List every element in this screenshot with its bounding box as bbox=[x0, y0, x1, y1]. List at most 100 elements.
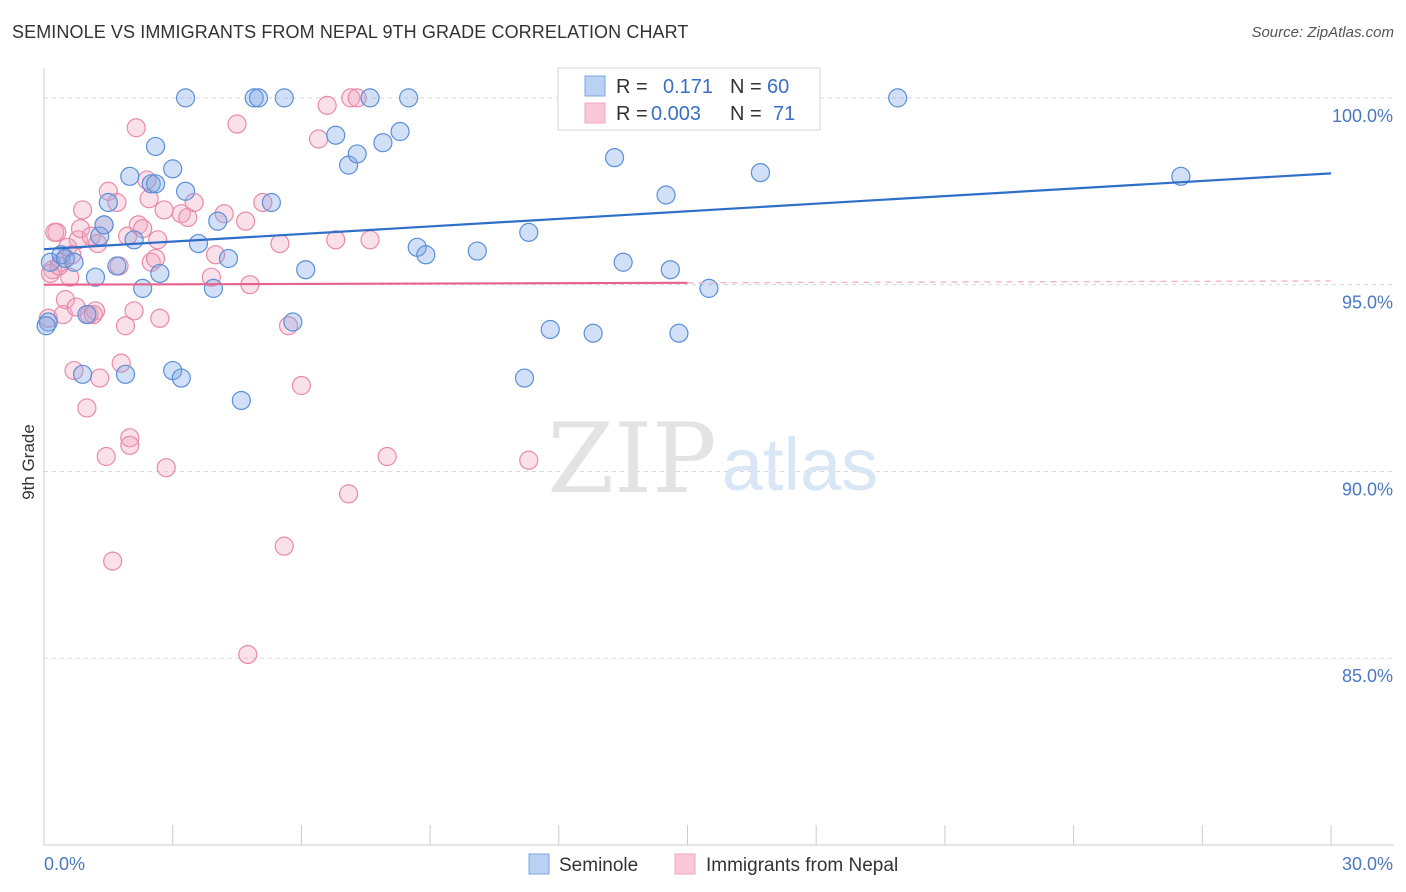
x-tick-labels: 0.0% 30.0% bbox=[44, 854, 1393, 874]
seminole-point-18 bbox=[145, 136, 166, 157]
nepal-point-26 bbox=[124, 301, 144, 321]
seminole-point-1 bbox=[40, 252, 61, 272]
seminole-point-22 bbox=[171, 368, 191, 388]
nepal-point-59 bbox=[360, 230, 380, 250]
seminole-point-24 bbox=[175, 88, 196, 108]
seminole-point-36 bbox=[326, 125, 346, 145]
legend-n-value-1: 60 bbox=[767, 76, 789, 98]
watermark-atlas: atlas bbox=[722, 423, 878, 506]
legend-n-label-2: N = bbox=[730, 103, 762, 125]
legend-swatch-nepal bbox=[584, 102, 606, 124]
watermark-zip: ZIP bbox=[547, 403, 716, 515]
seminole-point-21 bbox=[163, 159, 183, 179]
nepal-point-56 bbox=[338, 484, 359, 504]
source-credit: Source: ZipAtlas.com bbox=[1251, 24, 1394, 41]
seminole-point-4 bbox=[64, 252, 84, 272]
nepal-points bbox=[38, 88, 539, 665]
trend-lines bbox=[43, 172, 1332, 286]
nepal-point-16 bbox=[96, 446, 116, 467]
seminole-point-46 bbox=[514, 368, 535, 388]
y-tick-label-1: 95.0% bbox=[1342, 293, 1393, 313]
seminole-point-28 bbox=[218, 248, 239, 269]
seminole-point-51 bbox=[613, 252, 633, 272]
seminole-point-49 bbox=[583, 323, 603, 343]
nepal-point-35 bbox=[150, 308, 170, 328]
seminole-point-25 bbox=[188, 233, 209, 254]
seminole-point-52 bbox=[656, 185, 676, 205]
seminole-point-56 bbox=[750, 162, 771, 183]
y-tick-labels: 100.0% 95.0% 90.0% 85.0% bbox=[1332, 106, 1393, 686]
nepal-point-61 bbox=[519, 450, 539, 470]
nepal-point-34 bbox=[148, 230, 168, 250]
seminole-point-34 bbox=[283, 312, 303, 332]
nepal-point-57 bbox=[341, 88, 361, 108]
nepal-point-63 bbox=[45, 222, 65, 242]
x-tick-label-1: 30.0% bbox=[1342, 854, 1393, 874]
x-tick-label-0: 0.0% bbox=[44, 854, 85, 874]
nepal-point-49 bbox=[270, 233, 290, 254]
nepal-point-27 bbox=[126, 118, 146, 138]
nepal-point-24 bbox=[120, 428, 140, 448]
seminole-point-50 bbox=[604, 148, 625, 168]
seminole-point-7 bbox=[85, 267, 106, 287]
y-axis-label: 9th Grade bbox=[19, 424, 38, 500]
bottom-legend: Seminole Immigrants from Nepal bbox=[528, 853, 898, 876]
y-tick-label-3: 85.0% bbox=[1342, 666, 1393, 686]
nepal-point-44 bbox=[227, 114, 247, 134]
y-tick-label-0: 100.0% bbox=[1332, 106, 1393, 126]
seminole-point-15 bbox=[133, 278, 153, 298]
seminole-point-13 bbox=[120, 166, 140, 186]
seminole-point-55 bbox=[699, 278, 719, 298]
nepal-point-50 bbox=[274, 536, 294, 556]
legend-n-label-1: N = bbox=[730, 76, 762, 98]
chart-title: SEMINOLE VS IMMIGRANTS FROM NEPAL 9TH GR… bbox=[12, 22, 689, 42]
nepal-point-21 bbox=[111, 353, 131, 373]
seminole-point-32 bbox=[261, 192, 281, 213]
nepal-point-54 bbox=[317, 95, 337, 115]
seminole-point-5 bbox=[73, 364, 93, 384]
legend-n-value-2: 71 bbox=[773, 103, 795, 125]
bottom-legend-label-nepal: Immigrants from Nepal bbox=[706, 855, 898, 876]
legend-r-label-2: R = bbox=[616, 103, 648, 125]
nepal-point-55 bbox=[326, 230, 346, 250]
nepal-point-36 bbox=[154, 200, 174, 220]
nepal-point-8 bbox=[70, 219, 91, 239]
seminole-point-53 bbox=[660, 260, 680, 280]
nepal-trend-line bbox=[43, 281, 688, 286]
seminole-point-17 bbox=[145, 174, 166, 194]
seminole-point-42 bbox=[399, 88, 419, 108]
axes bbox=[43, 68, 1394, 846]
legend-r-value-1: 0.171 bbox=[663, 76, 713, 98]
top-legend: R = 0.171 N = 60 R = 0.003 N = 71 bbox=[557, 67, 821, 131]
seminole-point-6 bbox=[77, 304, 97, 325]
bottom-legend-swatch-nepal bbox=[674, 853, 696, 875]
seminole-point-30 bbox=[244, 88, 264, 108]
nepal-point-70 bbox=[88, 233, 108, 254]
nepal-point-25 bbox=[120, 435, 140, 455]
seminole-point-9 bbox=[94, 215, 114, 235]
seminole-point-33 bbox=[274, 88, 294, 108]
nepal-trend-extension bbox=[687, 280, 1332, 284]
legend-r-label-1: R = bbox=[616, 76, 648, 98]
bottom-legend-label-seminole: Seminole bbox=[559, 855, 638, 876]
seminole-point-12 bbox=[115, 364, 136, 384]
nepal-point-46 bbox=[238, 644, 258, 665]
seminole-point-19 bbox=[150, 263, 170, 284]
nepal-point-45 bbox=[236, 211, 256, 231]
seminole-point-26 bbox=[203, 278, 224, 298]
nepal-point-68 bbox=[66, 297, 86, 317]
nepal-point-69 bbox=[83, 304, 103, 325]
seminole-point-35 bbox=[296, 260, 316, 280]
watermark: ZIP atlas bbox=[547, 403, 878, 515]
seminole-point-57 bbox=[888, 88, 908, 108]
legend-swatch-seminole bbox=[584, 75, 606, 97]
legend-r-value-2: 0.003 bbox=[651, 103, 701, 125]
seminole-point-38 bbox=[347, 144, 367, 164]
seminole-point-47 bbox=[519, 222, 539, 242]
nepal-point-22 bbox=[115, 316, 136, 336]
seminole-point-40 bbox=[373, 133, 393, 153]
nepal-point-14 bbox=[90, 368, 110, 388]
seminole-point-44 bbox=[416, 245, 436, 265]
nepal-point-9 bbox=[73, 200, 93, 220]
